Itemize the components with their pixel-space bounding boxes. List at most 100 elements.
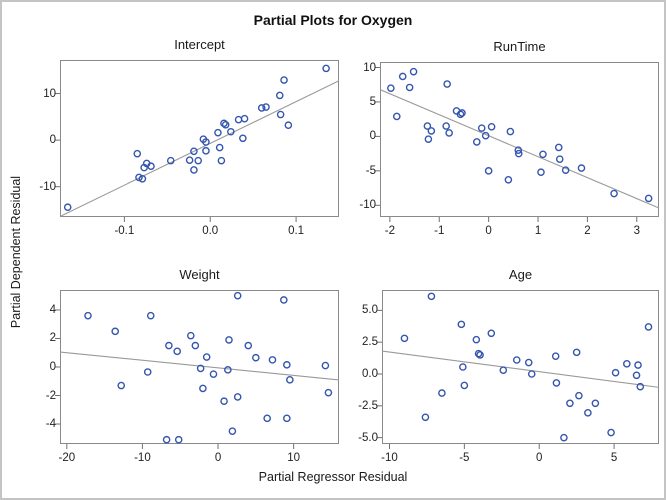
data-point-marker: [405, 83, 414, 92]
data-point-marker: [166, 156, 175, 165]
data-point-marker: [133, 149, 142, 158]
data-point-marker: [610, 189, 618, 198]
data-point-marker: [220, 397, 228, 406]
x-tick-label: -1: [434, 225, 445, 237]
data-point-marker: [611, 368, 620, 377]
data-point-marker: [514, 149, 523, 158]
data-point-marker: [244, 341, 253, 350]
data-point-marker: [445, 129, 453, 137]
x-tick-label: 0.1: [288, 225, 305, 237]
data-point-marker: [196, 364, 205, 373]
data-point-marker: [443, 80, 451, 88]
data-point-marker: [135, 173, 143, 182]
data-point-marker: [190, 166, 198, 174]
data-point-marker: [484, 167, 493, 175]
subplot-weight: Weight -20 -10 0 10 -4 -2 0 2 4: [14, 264, 349, 470]
data-point-marker: [190, 147, 198, 156]
data-point-marker: [321, 361, 330, 370]
data-point-marker: [147, 162, 155, 171]
data-point-marker: [284, 121, 293, 130]
x-tick-label: 0: [485, 225, 492, 237]
plot-frame: [60, 60, 339, 217]
x-tick-label: 5: [610, 452, 618, 464]
data-point-marker: [487, 122, 496, 131]
data-point-marker: [286, 376, 294, 384]
data-point-marker: [477, 124, 486, 132]
plot-frame: [382, 290, 659, 444]
plot-canvas: [55, 290, 340, 449]
data-point-marker: [202, 147, 210, 155]
y-tick-label: 2: [49, 332, 56, 345]
data-point-marker: [209, 370, 218, 378]
data-point-marker: [194, 156, 203, 165]
y-tick-label: 0.0: [362, 368, 378, 380]
data-point-marker: [409, 67, 418, 76]
y-tick-label: -10: [359, 199, 376, 212]
data-point-marker: [84, 311, 92, 320]
data-point-marker: [262, 103, 270, 111]
data-point-marker: [442, 122, 450, 130]
data-point-marker: [560, 433, 568, 442]
data-point-marker: [283, 361, 291, 369]
data-point-marker: [228, 427, 237, 435]
data-point-marker: [457, 320, 466, 329]
data-point-marker: [173, 347, 181, 356]
data-point-marker: [607, 428, 615, 437]
data-point-marker: [165, 341, 173, 350]
data-point-marker: [233, 291, 242, 300]
data-point-marker: [111, 327, 119, 336]
data-point-marker: [398, 72, 407, 81]
fit-line: [379, 89, 660, 209]
data-point-marker: [217, 156, 226, 165]
data-point-marker: [423, 122, 432, 130]
plot-frame: [60, 290, 339, 444]
data-point-marker: [537, 168, 545, 177]
data-point-marker: [623, 360, 631, 368]
subplot-age: Age -10 -5 0 5 -5.0 -2.5 0.0 2.5 5.0: [336, 264, 664, 470]
data-point-marker: [421, 413, 430, 422]
x-tick-label: -0.1: [114, 225, 135, 237]
data-point-marker: [555, 155, 564, 163]
data-point-marker: [202, 138, 210, 146]
data-point-marker: [575, 391, 583, 400]
subplot-runtime: RunTime -2 -1 0 1 2 3 -10 -5 0 5 10: [334, 36, 664, 243]
data-point-marker: [472, 335, 481, 344]
x-tick-label: -2: [384, 225, 395, 237]
x-tick-label: 0: [536, 452, 543, 464]
data-point-marker: [263, 414, 271, 423]
data-point-marker: [636, 382, 645, 391]
data-point-marker: [280, 76, 288, 84]
y-tick-label: 5.0: [362, 304, 378, 317]
data-point-marker: [227, 127, 235, 136]
y-tick-label: -2: [45, 389, 56, 402]
data-point-marker: [634, 361, 642, 369]
x-tick-label: 2: [584, 225, 591, 237]
subplot-title: RunTime: [493, 39, 546, 54]
data-point-marker: [506, 127, 515, 136]
data-point-marker: [268, 356, 277, 364]
data-point-marker: [474, 349, 483, 358]
data-point-marker: [275, 91, 284, 100]
y-tick-label: 2.5: [362, 336, 378, 349]
data-point-marker: [280, 296, 288, 304]
data-point-marker: [185, 156, 194, 164]
data-point-marker: [584, 409, 592, 417]
plot-canvas: [377, 290, 660, 449]
data-point-marker: [514, 146, 523, 154]
y-tick-label: -5.0: [358, 431, 378, 444]
data-point-marker: [458, 109, 466, 117]
data-point-marker: [427, 127, 436, 135]
x-tick-label: -10: [134, 452, 151, 464]
data-point-marker: [202, 353, 211, 361]
data-point-marker: [481, 131, 490, 140]
data-point-marker: [276, 110, 285, 119]
fit-line: [381, 350, 660, 388]
data-point-marker: [572, 348, 581, 357]
data-point-marker: [224, 366, 232, 374]
data-point-marker: [400, 334, 409, 343]
subplot-intercept: Intercept -0.1 0.0 0.1 -10 0 10: [14, 34, 349, 243]
data-point-marker: [524, 358, 533, 367]
y-tick-label: 4: [49, 303, 56, 316]
data-point-marker: [551, 352, 560, 360]
